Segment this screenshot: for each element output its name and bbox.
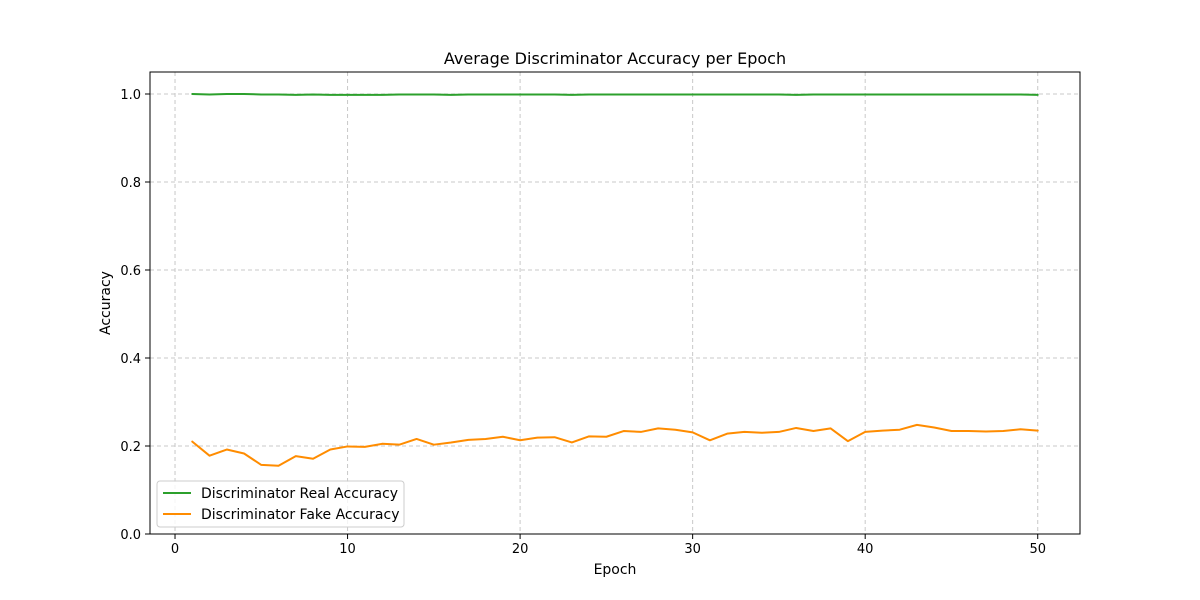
y-axis-label: Accuracy [98,271,114,335]
x-tick-label: 50 [1029,542,1046,557]
y-tick-label: 0.0 [120,528,141,543]
plot-frame [149,71,1081,535]
legend: Discriminator Real Accuracy Discriminato… [156,480,405,528]
x-axis-label: Epoch [594,562,637,578]
y-tick-label: 1.0 [120,88,141,103]
legend-box [156,480,405,528]
x-tick-label: 40 [857,542,874,557]
series-line-discriminator-fake-accuracy [191,423,1039,467]
y-tick-label: 0.6 [120,264,141,279]
x-tick-label: 20 [512,542,529,557]
series-lines [191,93,1039,467]
y-tick-label: 0.4 [120,352,141,367]
axis-ticks: 0 10 20 30 40 50 0.0 0.2 0.4 0.6 0.8 1.0 [120,88,1046,557]
x-tick-label: 30 [684,542,701,557]
legend-label-real: Discriminator Real Accuracy [201,486,398,502]
plot-background [150,72,1080,534]
legend-label-fake: Discriminator Fake Accuracy [201,507,399,523]
x-tick-label: 10 [339,542,356,557]
y-tick-label: 0.2 [120,440,141,455]
y-tick-label: 0.8 [120,176,141,191]
series-line-discriminator-real-accuracy [191,93,1039,96]
x-tick-label: 0 [171,542,179,557]
chart-title: Average Discriminator Accuracy per Epoch [444,49,786,68]
